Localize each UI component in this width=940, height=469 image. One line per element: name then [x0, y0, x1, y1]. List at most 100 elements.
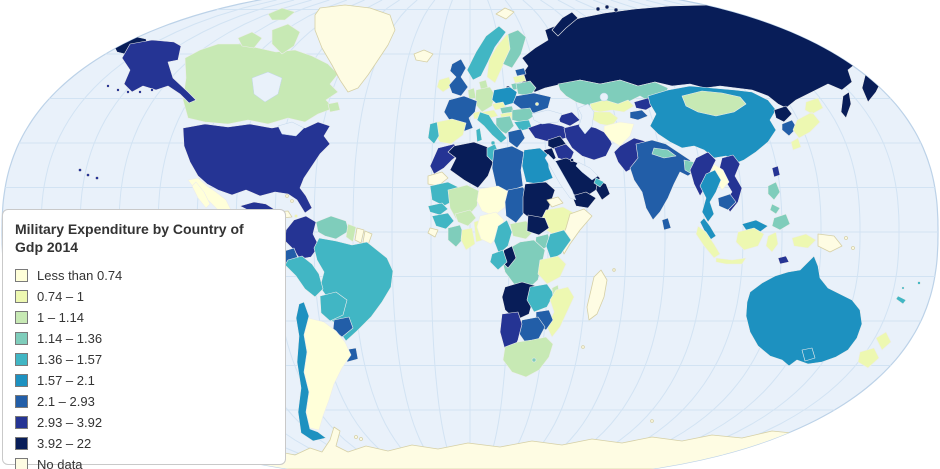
- country-thailand[interactable]: [699, 169, 722, 223]
- country-japan[interactable]: [790, 97, 824, 151]
- country-papua-new-guinea[interactable]: [817, 233, 843, 253]
- country-canada-ellesmere[interactable]: [267, 7, 296, 21]
- legend-item-0[interactable]: Less than 0.74: [15, 265, 273, 286]
- country-indonesia[interactable]: [695, 225, 817, 265]
- country-south-sudan[interactable]: [526, 214, 550, 236]
- country-burkina-faso[interactable]: [454, 209, 477, 227]
- country-north-korea[interactable]: [773, 105, 793, 123]
- country-bolivia[interactable]: [319, 291, 348, 322]
- country-south-africa[interactable]: [502, 336, 554, 378]
- country-usa-hawaii[interactable]: [78, 168, 99, 180]
- country-eritrea[interactable]: [546, 196, 564, 208]
- country-uzbekistan[interactable]: [589, 99, 635, 113]
- country-portugal[interactable]: [427, 121, 440, 145]
- country-peru[interactable]: [284, 255, 324, 298]
- country-canada-baffin[interactable]: [271, 23, 301, 55]
- country-ukraine[interactable]: [512, 92, 552, 114]
- country-kuwait[interactable]: [570, 158, 574, 162]
- country-libya[interactable]: [491, 145, 525, 193]
- country-norway[interactable]: [466, 25, 507, 81]
- country-romania[interactable]: [511, 107, 535, 124]
- region-caucasus[interactable]: [557, 111, 581, 127]
- country-mongolia[interactable]: [681, 90, 747, 117]
- country-usa-alaska[interactable]: [121, 39, 197, 104]
- country-australia[interactable]: [745, 255, 863, 367]
- country-angola[interactable]: [501, 281, 537, 321]
- country-niger[interactable]: [476, 185, 510, 217]
- country-png-islands[interactable]: [844, 236, 855, 250]
- legend-item-8[interactable]: 3.92 – 22: [15, 433, 273, 454]
- country-greenland[interactable]: [314, 4, 396, 93]
- country-ghana[interactable]: [460, 227, 476, 251]
- country-iraq[interactable]: [553, 143, 575, 163]
- legend-item-5[interactable]: 1.57 – 2.1: [15, 370, 273, 391]
- country-madagascar[interactable]: [586, 269, 608, 321]
- country-taiwan[interactable]: [771, 165, 781, 178]
- region-svalbard[interactable]: [495, 7, 515, 20]
- legend-item-9[interactable]: No data: [15, 454, 273, 469]
- country-puerto-rico[interactable]: [294, 214, 298, 218]
- legend-item-4[interactable]: 1.36 – 1.57: [15, 349, 273, 370]
- country-russia-franz-josef[interactable]: [595, 4, 619, 13]
- legend-item-2[interactable]: 1 – 1.14: [15, 307, 273, 328]
- country-gabon[interactable]: [489, 249, 508, 271]
- country-egypt[interactable]: [521, 147, 554, 185]
- country-uk[interactable]: [448, 58, 469, 97]
- country-senegal[interactable]: [427, 202, 449, 216]
- country-south-korea[interactable]: [781, 119, 798, 137]
- country-algeria[interactable]: [447, 141, 495, 189]
- country-finland[interactable]: [502, 29, 527, 69]
- legend-item-7[interactable]: 2.93 – 3.92: [15, 412, 273, 433]
- country-guyana[interactable]: [345, 223, 357, 243]
- legend-item-6[interactable]: 2.1 – 2.93: [15, 391, 273, 412]
- country-cameroon[interactable]: [493, 219, 513, 255]
- country-greece[interactable]: [507, 128, 526, 149]
- country-sri-lanka[interactable]: [661, 217, 672, 231]
- country-usa-aleutians[interactable]: [106, 84, 154, 94]
- country-latvia[interactable]: [512, 74, 527, 84]
- country-sierra-leone[interactable]: [427, 227, 439, 238]
- country-russia-sakhalin[interactable]: [840, 91, 852, 119]
- country-italy[interactable]: [476, 111, 508, 144]
- country-uae[interactable]: [593, 177, 605, 188]
- country-east-timor[interactable]: [777, 255, 790, 265]
- country-india[interactable]: [629, 139, 697, 221]
- country-kenya[interactable]: [545, 229, 572, 261]
- country-fiji[interactable]: [901, 281, 921, 290]
- region-western-sahara[interactable]: [427, 171, 449, 187]
- country-afghanistan[interactable]: [603, 121, 635, 147]
- country-venezuela[interactable]: [315, 215, 350, 240]
- country-cote-divoire[interactable]: [447, 224, 466, 248]
- country-canada-victoria[interactable]: [237, 31, 263, 49]
- country-tanzania[interactable]: [537, 255, 567, 285]
- region-indian-ocean-islands[interactable]: [581, 268, 654, 423]
- country-mexico-baja[interactable]: [191, 181, 211, 209]
- country-russia-novaya-zemlya[interactable]: [551, 11, 579, 37]
- country-lesotho[interactable]: [531, 357, 537, 363]
- country-ireland[interactable]: [436, 76, 453, 93]
- region-new-caledonia[interactable]: [895, 295, 907, 305]
- country-moldova[interactable]: [535, 102, 539, 106]
- country-new-zealand[interactable]: [857, 331, 892, 369]
- country-canada-newfoundland[interactable]: [327, 101, 341, 113]
- country-italy-sardinia[interactable]: [475, 127, 483, 143]
- country-iceland[interactable]: [413, 49, 434, 63]
- country-belarus[interactable]: [515, 80, 537, 97]
- country-mozambique[interactable]: [546, 286, 575, 338]
- country-chile[interactable]: [295, 301, 327, 442]
- country-yemen[interactable]: [571, 191, 597, 209]
- country-australia-tasmania[interactable]: [801, 347, 816, 362]
- country-mali[interactable]: [447, 184, 480, 220]
- legend-item-3[interactable]: 1.14 – 1.36: [15, 328, 273, 349]
- legend-item-1[interactable]: 0.74 – 1: [15, 286, 273, 307]
- country-philippines[interactable]: [767, 181, 791, 231]
- country-estonia[interactable]: [514, 67, 527, 77]
- country-guinea[interactable]: [431, 212, 455, 230]
- country-bahamas[interactable]: [285, 194, 294, 203]
- country-paraguay[interactable]: [332, 316, 354, 338]
- country-zambia[interactable]: [526, 283, 555, 313]
- country-falklands[interactable]: [354, 435, 363, 441]
- country-tajikistan[interactable]: [629, 109, 649, 121]
- country-nepal[interactable]: [651, 147, 677, 159]
- country-cambodia[interactable]: [717, 193, 737, 211]
